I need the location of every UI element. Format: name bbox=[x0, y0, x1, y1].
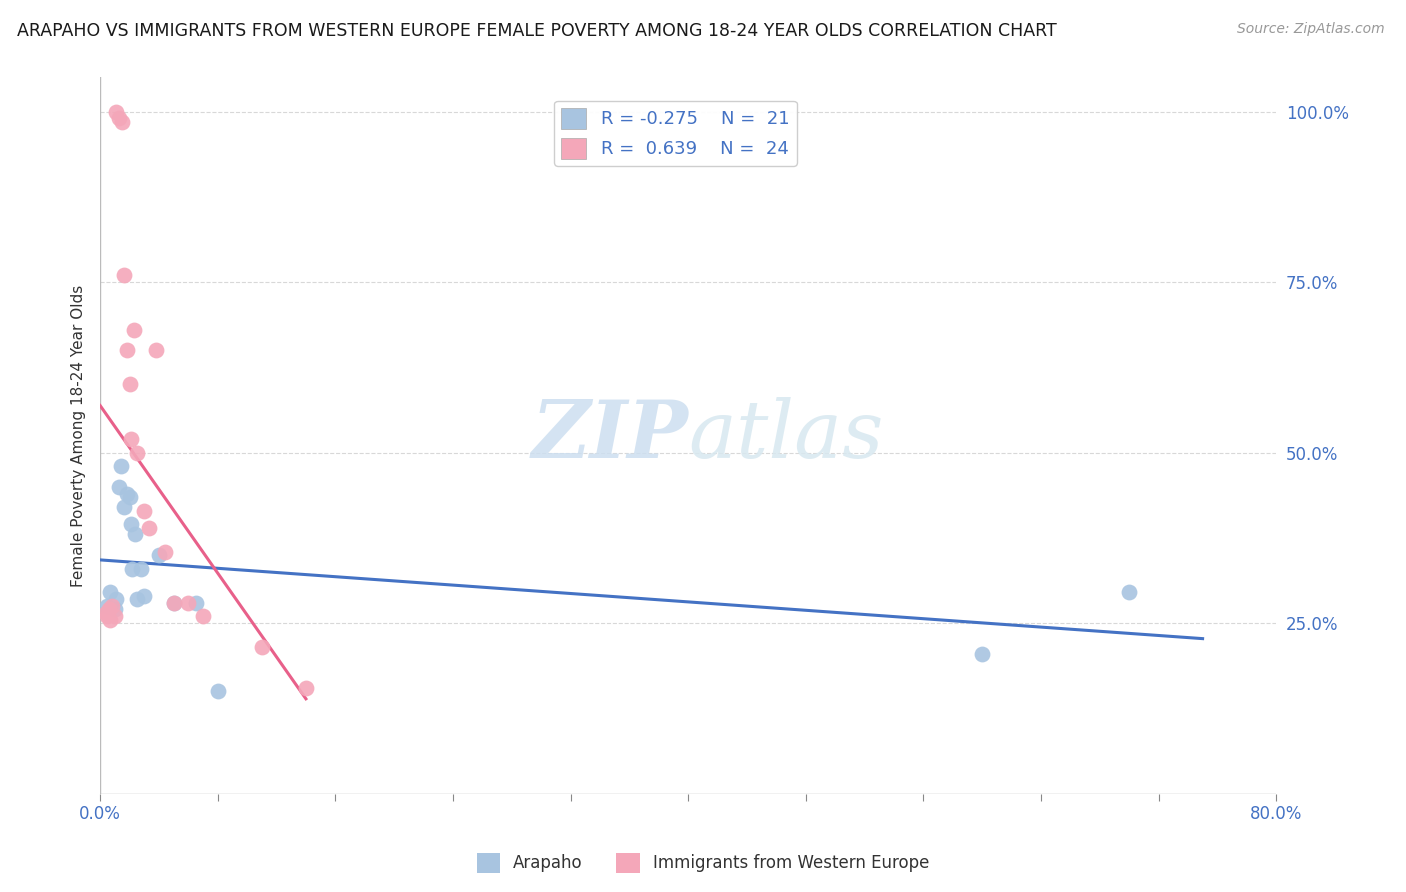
Point bbox=[134, 589, 156, 603]
Point bbox=[162, 596, 184, 610]
Point bbox=[121, 561, 143, 575]
Y-axis label: Female Poverty Among 18-24 Year Olds: Female Poverty Among 18-24 Year Olds bbox=[72, 285, 86, 587]
Point bbox=[184, 596, 207, 610]
Point bbox=[105, 592, 128, 607]
Point bbox=[153, 544, 176, 558]
Text: Source: ZipAtlas.com: Source: ZipAtlas.com bbox=[1237, 22, 1385, 37]
Point bbox=[96, 599, 118, 613]
Point bbox=[110, 459, 132, 474]
Point bbox=[112, 500, 135, 515]
Point bbox=[97, 602, 120, 616]
Point bbox=[1118, 585, 1140, 599]
Point bbox=[125, 445, 148, 459]
Point bbox=[129, 561, 152, 575]
Point bbox=[138, 521, 160, 535]
Point bbox=[162, 596, 184, 610]
Point bbox=[104, 609, 127, 624]
Point bbox=[134, 503, 156, 517]
Point bbox=[108, 480, 131, 494]
Point bbox=[295, 681, 318, 695]
Point bbox=[94, 606, 117, 620]
Point bbox=[100, 613, 122, 627]
Point bbox=[124, 527, 146, 541]
Point bbox=[122, 323, 145, 337]
Point bbox=[118, 490, 141, 504]
Point bbox=[105, 104, 128, 119]
Point bbox=[207, 684, 229, 698]
Point bbox=[104, 602, 127, 616]
Point bbox=[115, 486, 138, 500]
Point bbox=[101, 599, 124, 613]
Text: ZIP: ZIP bbox=[531, 397, 688, 475]
Point bbox=[972, 647, 994, 661]
Point bbox=[148, 548, 170, 562]
Point bbox=[112, 268, 135, 283]
Point bbox=[108, 112, 131, 126]
Point bbox=[177, 596, 200, 610]
Point bbox=[100, 585, 122, 599]
Legend: R = -0.275    N =  21, R =  0.639    N =  24: R = -0.275 N = 21, R = 0.639 N = 24 bbox=[554, 101, 797, 166]
Point bbox=[125, 592, 148, 607]
Point bbox=[96, 609, 118, 624]
Text: ARAPAHO VS IMMIGRANTS FROM WESTERN EUROPE FEMALE POVERTY AMONG 18-24 YEAR OLDS C: ARAPAHO VS IMMIGRANTS FROM WESTERN EUROP… bbox=[17, 22, 1057, 40]
Point bbox=[111, 115, 134, 129]
Legend: Arapaho, Immigrants from Western Europe: Arapaho, Immigrants from Western Europe bbox=[470, 847, 936, 880]
Point bbox=[120, 517, 142, 532]
Point bbox=[120, 432, 142, 446]
Point bbox=[118, 377, 141, 392]
Point bbox=[115, 343, 138, 358]
Point bbox=[145, 343, 167, 358]
Point bbox=[191, 609, 214, 624]
Text: atlas: atlas bbox=[688, 397, 883, 475]
Point bbox=[250, 640, 273, 654]
